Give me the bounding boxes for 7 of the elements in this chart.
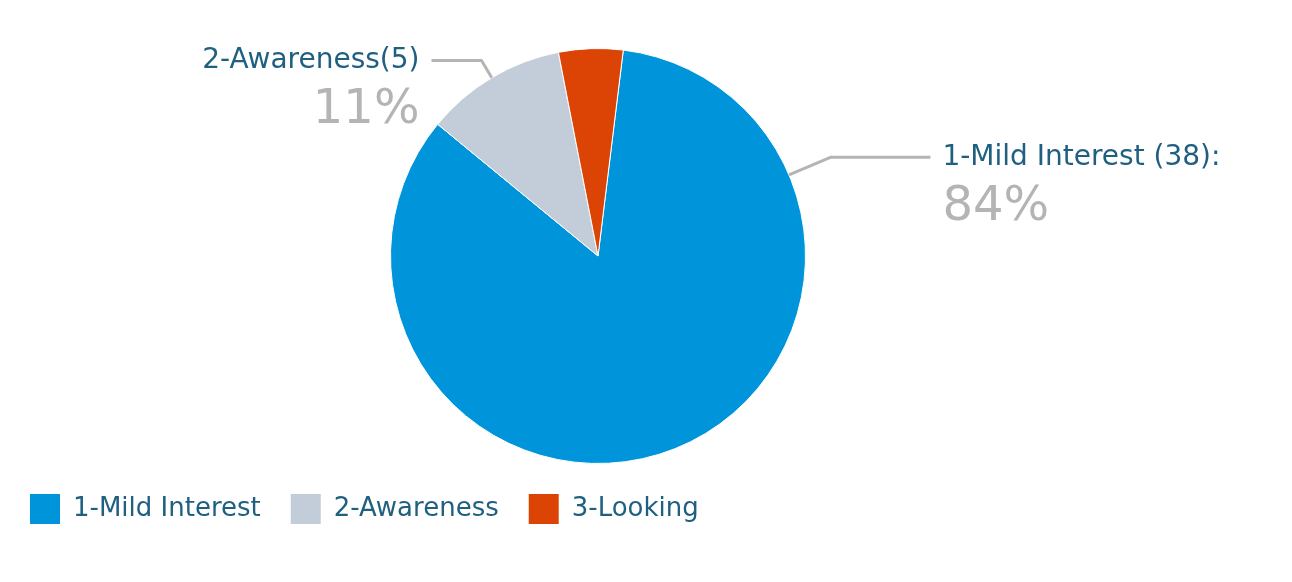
text: 1-Mild Interest (38): (942, 138, 1221, 172)
legend-label: 1-Mild Interest (73, 491, 261, 522)
data-label: 84% (942, 174, 1050, 231)
legend-label: 3-Looking (571, 491, 699, 522)
legend-label: 2-Awareness (333, 491, 499, 522)
text: 2-Awareness(5) (202, 41, 420, 75)
data-label: 11% (312, 78, 420, 135)
